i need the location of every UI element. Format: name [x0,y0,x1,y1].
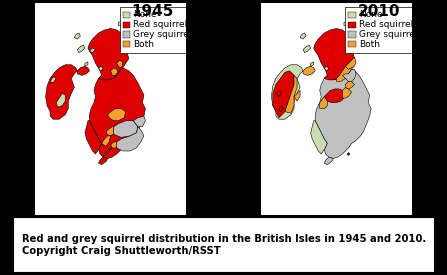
Bar [349,12,356,18]
Text: None: None [133,10,157,19]
Polygon shape [285,75,297,113]
Polygon shape [101,136,110,146]
Text: 2010: 2010 [358,4,400,19]
Polygon shape [117,127,144,151]
Polygon shape [320,97,327,109]
Polygon shape [88,29,130,80]
Text: Red squirrel: Red squirrel [359,20,413,29]
Polygon shape [103,148,112,157]
Bar [349,31,356,37]
Bar [123,12,130,18]
Text: 1945: 1945 [132,4,174,19]
Text: Grey squirrel: Grey squirrel [133,30,192,39]
Polygon shape [108,109,126,121]
Polygon shape [89,68,145,158]
Polygon shape [110,142,117,148]
Polygon shape [56,94,65,107]
Bar [349,41,356,47]
Polygon shape [315,68,371,158]
Polygon shape [324,89,346,103]
Polygon shape [347,152,350,156]
Polygon shape [133,116,145,127]
Polygon shape [77,45,85,53]
Polygon shape [346,7,412,53]
Polygon shape [117,60,123,68]
Polygon shape [118,21,126,26]
Polygon shape [110,68,118,75]
Bar [123,31,130,37]
Polygon shape [77,66,89,75]
Bar [123,22,130,28]
Text: Red squirrel: Red squirrel [133,20,188,29]
Polygon shape [303,45,311,53]
Polygon shape [114,121,138,138]
Polygon shape [346,57,356,69]
Text: Both: Both [133,40,154,49]
Polygon shape [346,81,354,89]
Polygon shape [74,33,80,39]
Polygon shape [342,87,351,98]
Polygon shape [311,62,314,66]
Bar [349,22,356,28]
Polygon shape [324,66,329,71]
Polygon shape [106,127,114,136]
Polygon shape [342,69,356,81]
Polygon shape [98,66,103,71]
Polygon shape [303,66,315,75]
Polygon shape [300,33,306,39]
Polygon shape [85,62,88,66]
Text: Grey squirrel: Grey squirrel [359,30,417,39]
Text: Red and grey squirrel distribution in the British Isles in 1945 and 2010.
Copyri: Red and grey squirrel distribution in th… [22,234,426,255]
Polygon shape [294,90,300,101]
Polygon shape [273,71,294,118]
Polygon shape [46,65,77,119]
Polygon shape [336,59,354,81]
Text: Both: Both [359,40,380,49]
Polygon shape [120,7,186,53]
Polygon shape [324,157,333,164]
Polygon shape [271,65,303,119]
Polygon shape [50,77,56,83]
Text: None: None [359,10,383,19]
Polygon shape [276,90,282,97]
Bar [123,41,130,47]
Polygon shape [98,157,108,164]
Polygon shape [85,121,101,154]
Polygon shape [314,29,356,80]
Polygon shape [89,48,96,53]
Polygon shape [344,21,351,26]
Polygon shape [311,121,327,154]
Polygon shape [279,106,283,112]
